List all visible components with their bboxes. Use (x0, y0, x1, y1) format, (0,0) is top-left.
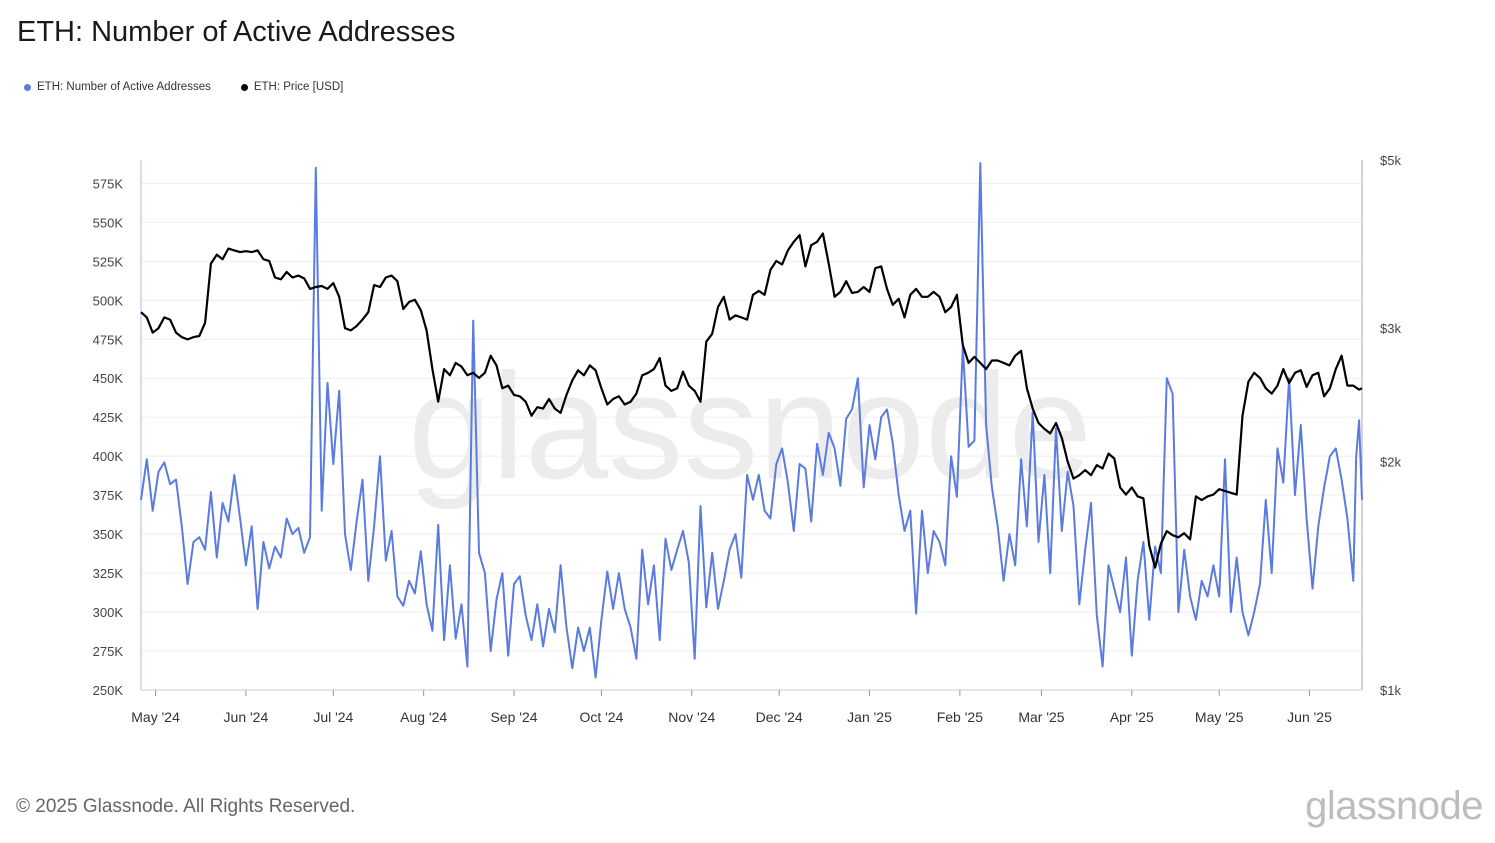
y-left-tick-label: 325K (93, 566, 124, 581)
y-left-tick-label: 375K (93, 488, 124, 503)
y-left-tick-label: 575K (93, 176, 124, 191)
legend-item-price[interactable]: ETH: Price [USD] (240, 81, 344, 93)
x-tick-label: Jun '24 (224, 709, 269, 725)
x-tick-label: Jun '25 (1287, 709, 1332, 725)
y-axis-right-ticks: $1k $2k $3k $5k (1380, 153, 1401, 698)
y-left-tick-label: 300K (93, 605, 124, 620)
x-tick-label: Oct '24 (579, 709, 623, 725)
x-tick-label: May '25 (1195, 709, 1244, 725)
x-tick-label: Mar '25 (1018, 709, 1064, 725)
x-tick-label: Jan '25 (847, 709, 892, 725)
watermark: glassnode (408, 342, 1092, 510)
chart-area: glassnode 250K 275K 300K 325K 350K 375K 400K 42… (93, 153, 1402, 725)
y-axis-left-ticks: 250K 275K 300K 325K 350K 375K 400K 425K 450K 475K… (93, 176, 124, 698)
x-axis-ticks: May '24 Jun '24 Jul '24 Aug '24 Sep '24 Oct '… (131, 690, 1332, 725)
x-tick-label: Sep '24 (490, 709, 537, 725)
y-left-tick-label: 425K (93, 410, 124, 425)
chart-title: ETH: Number of Active Addresses (17, 16, 456, 48)
copyright: © 2025 Glassnode. All Rights Reserved. (16, 796, 356, 817)
legend-label-active-addresses: ETH: Number of Active Addresses (37, 81, 211, 93)
x-tick-label: Feb '25 (937, 709, 983, 725)
legend-label-price: ETH: Price [USD] (253, 81, 344, 93)
y-right-tick-label: $2k (1380, 455, 1401, 470)
y-right-tick-label: $1k (1380, 683, 1401, 698)
y-left-tick-label: 250K (93, 683, 124, 698)
series-lines (140, 162, 1363, 679)
y-left-tick-label: 525K (93, 254, 124, 269)
brand-logo: glassnode (1305, 784, 1483, 828)
legend: ETH: Number of Active Addresses ETH: Pri… (24, 81, 343, 93)
y-left-tick-label: 500K (93, 293, 124, 308)
x-tick-label: Aug '24 (400, 709, 447, 725)
y-right-tick-label: $5k (1380, 153, 1401, 168)
y-left-tick-label: 450K (93, 371, 124, 386)
x-tick-label: Dec '24 (756, 709, 803, 725)
legend-dot-price (240, 83, 248, 91)
y-left-tick-label: 350K (93, 527, 124, 542)
y-left-tick-label: 275K (93, 644, 124, 659)
series-line-active-addresses (140, 162, 1363, 679)
legend-dot-active-addresses (24, 83, 31, 91)
y-left-tick-label: 550K (93, 215, 124, 230)
y-left-tick-label: 475K (93, 332, 124, 347)
y-left-tick-label: 400K (93, 449, 124, 464)
x-tick-label: May '24 (131, 709, 180, 725)
series-line-price (140, 232, 1363, 569)
y-right-tick-label: $3k (1380, 321, 1401, 336)
axes (140, 160, 1363, 691)
x-tick-label: Jul '24 (313, 709, 353, 725)
x-tick-label: Nov '24 (668, 709, 715, 725)
x-tick-label: Apr '25 (1110, 709, 1154, 725)
legend-item-active-addresses[interactable]: ETH: Number of Active Addresses (24, 81, 211, 93)
